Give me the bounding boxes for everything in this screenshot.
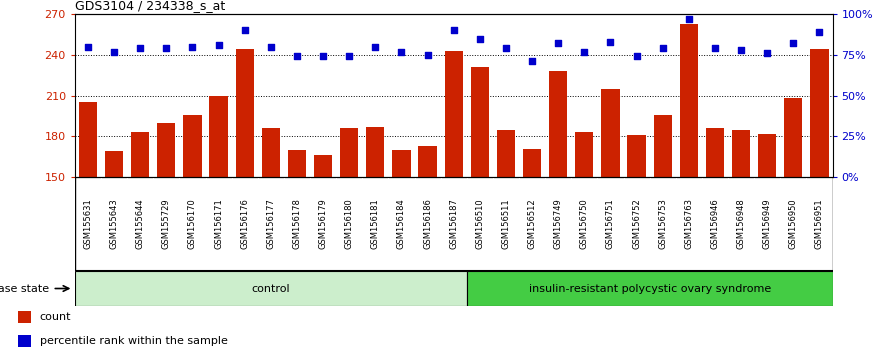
Text: GSM156179: GSM156179 bbox=[319, 199, 328, 249]
Bar bbox=[549, 71, 567, 177]
Bar bbox=[784, 98, 803, 177]
Bar bbox=[706, 128, 724, 177]
Text: insulin-resistant polycystic ovary syndrome: insulin-resistant polycystic ovary syndr… bbox=[529, 284, 771, 293]
Point bbox=[238, 28, 252, 33]
Text: GSM156186: GSM156186 bbox=[423, 199, 432, 249]
Bar bbox=[445, 51, 463, 177]
Point bbox=[395, 49, 409, 55]
Point bbox=[760, 50, 774, 56]
Text: GSM156181: GSM156181 bbox=[371, 199, 380, 249]
Text: GSM156750: GSM156750 bbox=[580, 199, 589, 249]
Point bbox=[342, 54, 356, 59]
Bar bbox=[157, 123, 175, 177]
Point bbox=[447, 28, 461, 33]
Text: GSM156177: GSM156177 bbox=[266, 199, 276, 249]
Point bbox=[420, 52, 434, 58]
Text: GSM156176: GSM156176 bbox=[241, 199, 249, 249]
Bar bbox=[366, 127, 384, 177]
Text: GSM156752: GSM156752 bbox=[632, 199, 641, 249]
Point bbox=[655, 46, 670, 51]
Text: GSM156949: GSM156949 bbox=[763, 199, 772, 249]
Point bbox=[499, 46, 513, 51]
Text: GSM156951: GSM156951 bbox=[815, 199, 824, 249]
Point bbox=[630, 54, 644, 59]
Bar bbox=[314, 155, 332, 177]
Text: GSM156950: GSM156950 bbox=[788, 199, 798, 249]
Bar bbox=[18, 311, 31, 323]
Bar bbox=[418, 146, 437, 177]
Bar bbox=[183, 115, 202, 177]
Text: GSM155729: GSM155729 bbox=[162, 199, 171, 249]
Text: GSM155644: GSM155644 bbox=[136, 199, 144, 249]
Point bbox=[290, 54, 304, 59]
Bar bbox=[131, 132, 150, 177]
Text: GDS3104 / 234338_s_at: GDS3104 / 234338_s_at bbox=[75, 0, 226, 12]
Point bbox=[708, 46, 722, 51]
Text: GSM156171: GSM156171 bbox=[214, 199, 223, 249]
Bar bbox=[235, 50, 254, 177]
Text: GSM156178: GSM156178 bbox=[292, 199, 301, 249]
Bar bbox=[627, 135, 646, 177]
Text: GSM155643: GSM155643 bbox=[109, 199, 119, 249]
Bar bbox=[467, 271, 833, 306]
Point bbox=[263, 44, 278, 50]
Bar bbox=[78, 102, 97, 177]
Point bbox=[812, 29, 826, 35]
Text: GSM156751: GSM156751 bbox=[606, 199, 615, 249]
Bar bbox=[654, 115, 672, 177]
Bar bbox=[497, 130, 515, 177]
Bar bbox=[18, 335, 31, 347]
Text: GSM156512: GSM156512 bbox=[528, 199, 537, 249]
Text: GSM156170: GSM156170 bbox=[188, 199, 197, 249]
Text: disease state: disease state bbox=[0, 284, 48, 293]
Point bbox=[603, 39, 618, 45]
Text: percentile rank within the sample: percentile rank within the sample bbox=[40, 336, 227, 346]
Bar bbox=[732, 130, 751, 177]
Bar bbox=[470, 67, 489, 177]
Text: GSM156946: GSM156946 bbox=[710, 199, 720, 249]
Point bbox=[316, 54, 330, 59]
Point bbox=[525, 58, 539, 64]
Point bbox=[734, 47, 748, 53]
Text: GSM156180: GSM156180 bbox=[344, 199, 353, 249]
Bar bbox=[210, 96, 227, 177]
Bar bbox=[75, 271, 467, 306]
Point bbox=[159, 46, 174, 51]
Text: GSM156763: GSM156763 bbox=[685, 198, 693, 250]
Point bbox=[211, 42, 226, 48]
Point bbox=[787, 41, 801, 46]
Text: GSM155631: GSM155631 bbox=[84, 199, 93, 249]
Point bbox=[133, 46, 147, 51]
Bar bbox=[523, 149, 541, 177]
Point bbox=[682, 16, 696, 22]
Bar bbox=[262, 128, 280, 177]
Bar bbox=[575, 132, 594, 177]
Text: control: control bbox=[251, 284, 290, 293]
Bar bbox=[288, 150, 306, 177]
Point bbox=[81, 44, 95, 50]
Text: GSM156187: GSM156187 bbox=[449, 199, 458, 249]
Point bbox=[552, 41, 566, 46]
Text: count: count bbox=[40, 312, 71, 322]
Point bbox=[368, 44, 382, 50]
Point bbox=[185, 44, 199, 50]
Bar bbox=[105, 151, 123, 177]
Bar bbox=[340, 128, 359, 177]
Text: GSM156510: GSM156510 bbox=[476, 199, 485, 249]
Point bbox=[577, 49, 591, 55]
Text: GSM156511: GSM156511 bbox=[501, 199, 510, 249]
Text: GSM156184: GSM156184 bbox=[397, 199, 406, 249]
Bar bbox=[602, 89, 619, 177]
Point bbox=[473, 36, 487, 41]
Bar bbox=[680, 24, 698, 177]
Text: GSM156753: GSM156753 bbox=[658, 199, 667, 249]
Bar bbox=[758, 133, 776, 177]
Point bbox=[107, 49, 121, 55]
Text: GSM156948: GSM156948 bbox=[737, 199, 745, 249]
Bar bbox=[811, 50, 829, 177]
Bar bbox=[392, 150, 411, 177]
Text: GSM156749: GSM156749 bbox=[554, 199, 563, 249]
